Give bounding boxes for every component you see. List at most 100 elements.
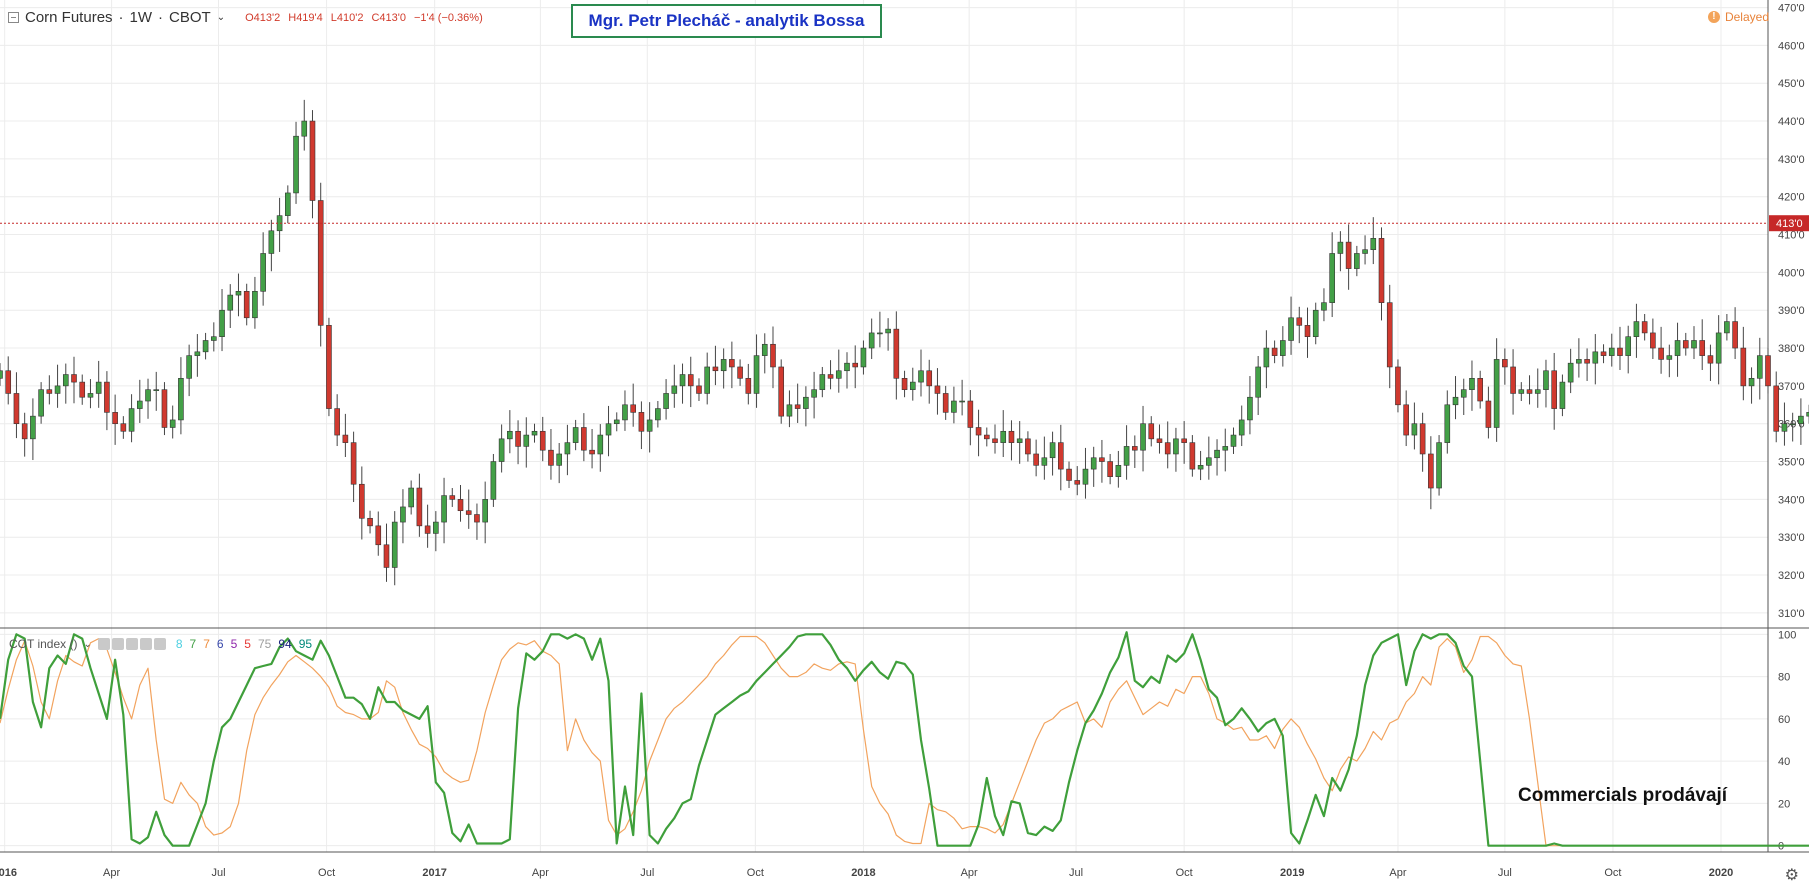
candle — [786, 390, 793, 428]
candle — [334, 394, 340, 447]
indicator-name[interactable]: COT index () — [9, 637, 78, 651]
chevron-down-icon[interactable]: ⌄ — [216, 12, 226, 23]
candle — [449, 488, 456, 507]
source-code-icon[interactable] — [125, 638, 138, 650]
candle — [1748, 367, 1755, 404]
candle-body — [38, 389, 44, 417]
candle — [1066, 461, 1072, 489]
eye-icon[interactable] — [97, 638, 110, 650]
candle-body — [819, 374, 826, 390]
candle — [1329, 232, 1335, 318]
candle — [202, 332, 209, 360]
candle — [1296, 306, 1303, 344]
candle — [745, 363, 752, 405]
candle — [227, 284, 234, 328]
candle — [1715, 315, 1722, 385]
candle — [696, 378, 702, 402]
candle — [712, 345, 719, 386]
candle-body — [745, 378, 752, 394]
interval-label[interactable]: 1W — [129, 9, 153, 26]
candle-body — [1329, 253, 1335, 303]
candle — [737, 359, 743, 386]
candle — [0, 363, 3, 386]
chevron-down-icon[interactable]: ⌄ — [83, 638, 92, 650]
candle — [38, 382, 44, 424]
candle — [1148, 416, 1155, 447]
candle-body — [62, 374, 69, 387]
indicator-value: 7 — [203, 637, 210, 651]
candle-body — [1304, 325, 1311, 337]
candle — [1156, 424, 1163, 454]
time-axis-label: 2016 — [0, 867, 17, 879]
candle — [359, 466, 365, 540]
price-axis-label: 440'0 — [1778, 116, 1805, 128]
gear-icon[interactable]: ⚙ — [1784, 867, 1799, 884]
candle — [1584, 348, 1590, 381]
candle — [852, 345, 859, 389]
candle — [433, 511, 439, 552]
candle-body — [523, 434, 530, 447]
candle-body — [1197, 465, 1204, 470]
candle — [1230, 427, 1237, 454]
time-axis-label: Apr — [532, 867, 549, 879]
candle — [794, 383, 801, 423]
candle — [548, 429, 554, 480]
candle-body — [13, 393, 20, 425]
candle-body — [811, 389, 817, 398]
candle — [597, 424, 604, 472]
candle-body — [794, 404, 801, 409]
candle-body — [326, 325, 332, 409]
time-axis-label: Jul — [1498, 867, 1512, 879]
candle-body — [1058, 442, 1064, 470]
candle-body — [227, 294, 234, 311]
collapse-icon[interactable] — [8, 12, 19, 23]
candle — [317, 182, 324, 347]
candle-body — [161, 389, 168, 428]
candle-body — [1789, 423, 1796, 426]
candle — [704, 352, 711, 405]
symbol-name[interactable]: Corn Futures — [25, 9, 113, 26]
candle — [951, 386, 957, 424]
candle — [400, 489, 406, 544]
time-axis-label: 2017 — [422, 867, 446, 879]
close-icon[interactable] — [153, 638, 166, 650]
candle — [1395, 359, 1401, 413]
candle-body — [613, 419, 620, 425]
candle — [235, 273, 242, 317]
candle-body — [1206, 457, 1212, 466]
candle — [153, 371, 160, 411]
candle — [1411, 402, 1418, 450]
more-icon[interactable] — [139, 638, 152, 650]
candle — [1534, 368, 1541, 408]
candle-body — [827, 374, 834, 379]
candle-body — [186, 355, 192, 379]
candle — [1502, 348, 1508, 385]
candle-body — [1600, 351, 1607, 356]
candle — [1115, 450, 1122, 488]
candle — [104, 371, 110, 431]
candle-body — [1181, 438, 1187, 443]
candle-body — [581, 427, 587, 451]
candle-body — [350, 442, 357, 485]
settings-icon[interactable] — [111, 638, 124, 650]
candle-body — [112, 412, 118, 425]
candle-body — [597, 434, 604, 455]
candle — [1238, 405, 1245, 447]
time-axis-label: Jul — [640, 867, 654, 879]
candle-body — [1576, 359, 1582, 364]
candle — [194, 334, 201, 377]
price-axis-label: 310'0 — [1778, 608, 1805, 620]
candle — [1025, 431, 1031, 462]
candle — [523, 417, 530, 468]
candle — [1189, 435, 1196, 477]
delayed-badge[interactable]: ! Delayed — [1707, 10, 1769, 24]
candle-body — [211, 336, 217, 341]
candle — [835, 349, 842, 393]
candle — [293, 121, 299, 204]
candle — [1008, 420, 1015, 461]
candle — [301, 99, 308, 151]
candle-body — [457, 499, 464, 512]
candle — [1345, 224, 1352, 290]
candle — [646, 402, 653, 453]
